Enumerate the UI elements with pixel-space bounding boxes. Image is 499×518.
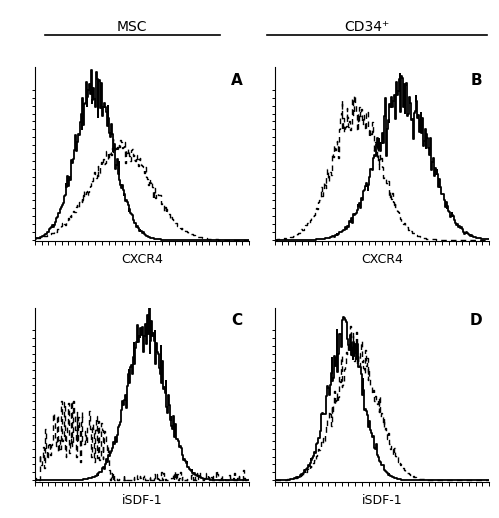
X-axis label: iSDF-1: iSDF-1: [362, 494, 402, 507]
X-axis label: CXCR4: CXCR4: [121, 253, 163, 266]
Text: B: B: [471, 73, 483, 88]
Text: A: A: [231, 73, 243, 88]
Text: D: D: [470, 313, 483, 328]
Text: MSC: MSC: [117, 20, 148, 34]
Text: CD34⁺: CD34⁺: [344, 20, 389, 34]
X-axis label: iSDF-1: iSDF-1: [122, 494, 162, 507]
Text: C: C: [232, 313, 243, 328]
X-axis label: CXCR4: CXCR4: [361, 253, 403, 266]
